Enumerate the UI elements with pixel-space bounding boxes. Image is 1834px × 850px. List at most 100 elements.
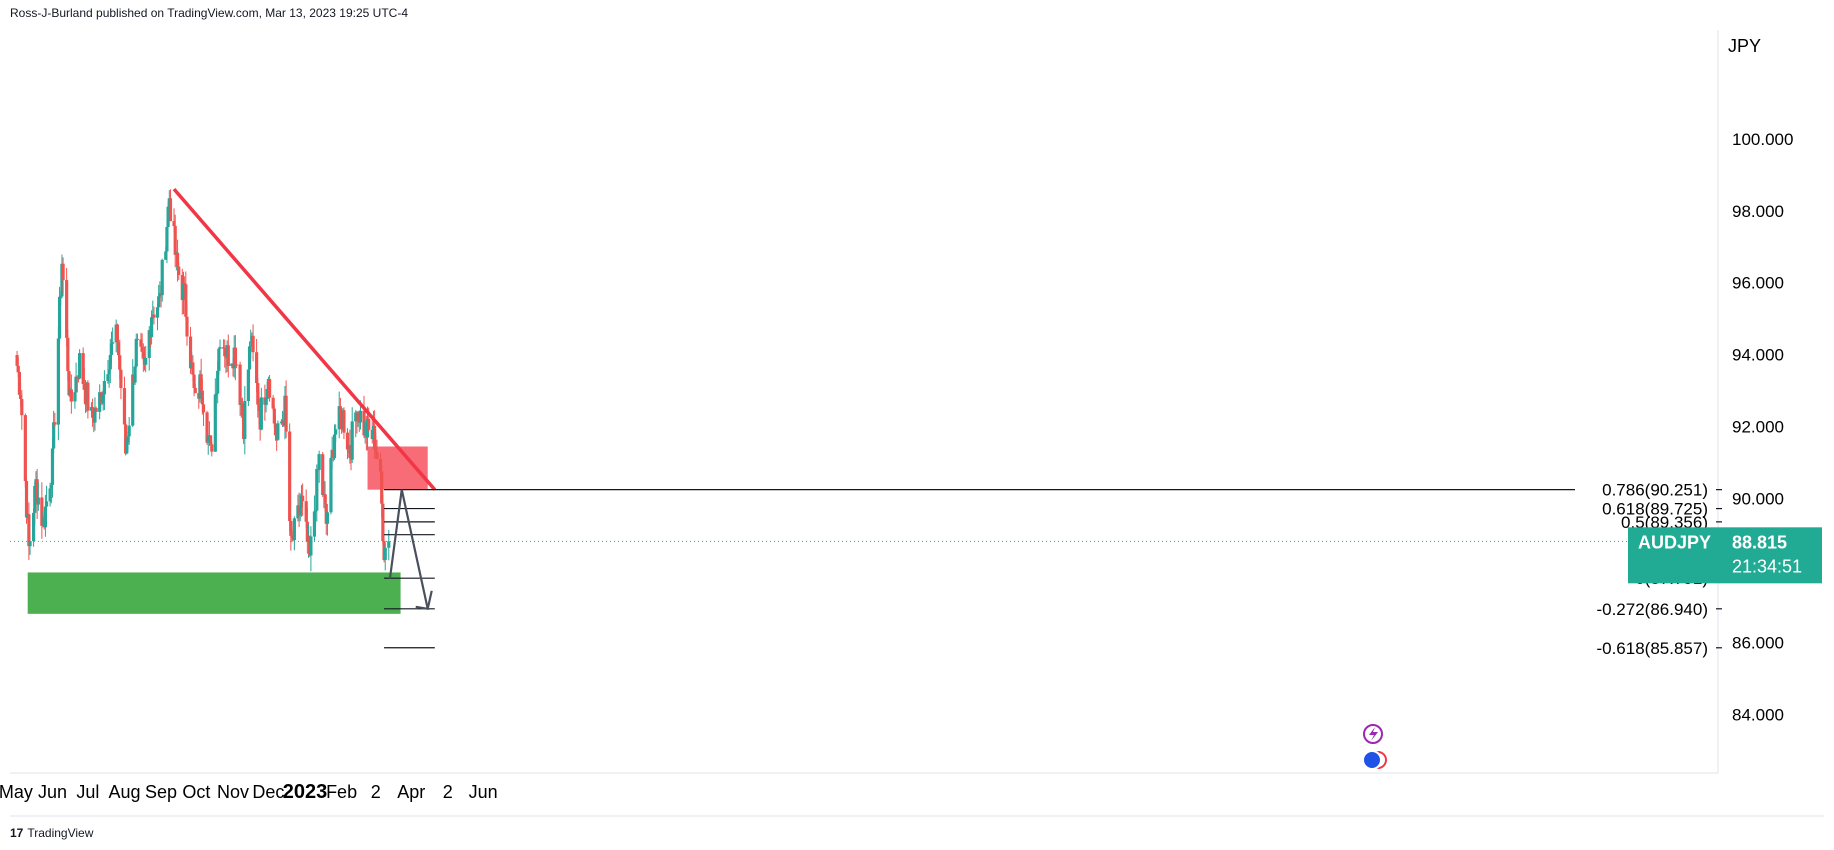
candle-body [173, 226, 177, 255]
candle [193, 384, 197, 394]
x-tick-label: 2 [371, 782, 381, 802]
candle [23, 413, 27, 488]
candle [69, 374, 73, 414]
candle-body [124, 424, 128, 454]
candle-body [43, 506, 47, 528]
candle [305, 507, 309, 554]
support-zone [27, 572, 401, 614]
candle-body [27, 514, 31, 547]
candle [107, 369, 111, 388]
candle-body [74, 376, 78, 393]
candle [52, 410, 56, 453]
candle-body [48, 488, 52, 502]
candle [276, 420, 280, 441]
candle [314, 509, 318, 525]
candle-body [288, 431, 292, 522]
currency-label: JPY [1728, 36, 1761, 56]
y-tick-label: 84.000 [1732, 706, 1784, 725]
candle-body [126, 436, 130, 443]
candle [49, 482, 53, 504]
candle-body [127, 425, 131, 437]
candle [56, 327, 60, 441]
candle-body [106, 374, 110, 382]
candle-body [259, 397, 263, 430]
candle [94, 406, 98, 412]
candle [28, 540, 32, 555]
x-tick-label: Apr [397, 782, 425, 802]
candle-body [125, 442, 129, 454]
candle [144, 345, 148, 373]
candle-body [309, 536, 313, 556]
candle-body [160, 259, 164, 296]
candle [226, 334, 230, 378]
x-tick-label: Aug [108, 782, 140, 802]
candle-body [312, 511, 317, 537]
candle-body [276, 423, 280, 440]
candle-body [177, 266, 181, 275]
candle [214, 393, 219, 399]
candle-body [238, 364, 242, 405]
candle-body [164, 251, 168, 260]
candle-body [52, 422, 56, 449]
candle-body [191, 362, 195, 375]
candle [155, 303, 160, 331]
candle-body [264, 399, 268, 405]
candle-body [337, 406, 341, 430]
candle-body [140, 346, 144, 352]
candle-body [233, 347, 237, 365]
candle [301, 483, 305, 516]
candle-body [147, 330, 151, 358]
candle [75, 375, 79, 393]
candle [292, 516, 296, 551]
resistance-trendline [172, 188, 437, 491]
candle [201, 397, 206, 426]
candle-body [40, 497, 44, 526]
candle-body [133, 366, 137, 383]
candle-body [49, 484, 53, 489]
candle-body [292, 518, 296, 541]
candle-body [150, 317, 154, 338]
candle-body [33, 485, 37, 513]
countdown-label: 21:34:51 [1732, 556, 1802, 576]
candle [109, 331, 114, 365]
y-tick-label: 86.000 [1732, 634, 1784, 653]
candle [98, 384, 102, 420]
candle-body [16, 365, 20, 372]
candle-body [24, 480, 29, 518]
candle-body [101, 394, 105, 404]
candle-body [111, 342, 115, 344]
candle [374, 432, 378, 455]
fib-level-label: 0.786(90.251) [1602, 481, 1708, 500]
candle [185, 303, 189, 346]
candle [337, 391, 341, 439]
candle [78, 349, 82, 380]
candle-body [102, 381, 106, 395]
candle-body [305, 521, 309, 542]
candle-body [350, 421, 354, 460]
candle-body [325, 512, 330, 524]
candle-body [98, 392, 102, 412]
candle [53, 412, 57, 427]
candle-body [32, 512, 36, 542]
candle [33, 482, 37, 525]
candle-body [271, 397, 275, 409]
candle-body [116, 342, 121, 356]
candle [246, 369, 250, 407]
candle [81, 347, 85, 390]
candle-body [205, 412, 209, 443]
x-tick-label: Sep [145, 782, 177, 802]
candle [264, 397, 268, 413]
candle-body [134, 338, 138, 367]
candle-body [342, 410, 346, 433]
candle [321, 451, 325, 497]
projection-arrowhead [415, 590, 433, 611]
candle [131, 359, 135, 428]
candle-body [36, 497, 40, 505]
candle-body [299, 495, 304, 508]
candle-body [323, 494, 327, 504]
candle [238, 361, 242, 416]
candle [342, 407, 346, 440]
symbol-label: AUDJPY [1638, 532, 1711, 552]
candle-body [298, 507, 302, 516]
